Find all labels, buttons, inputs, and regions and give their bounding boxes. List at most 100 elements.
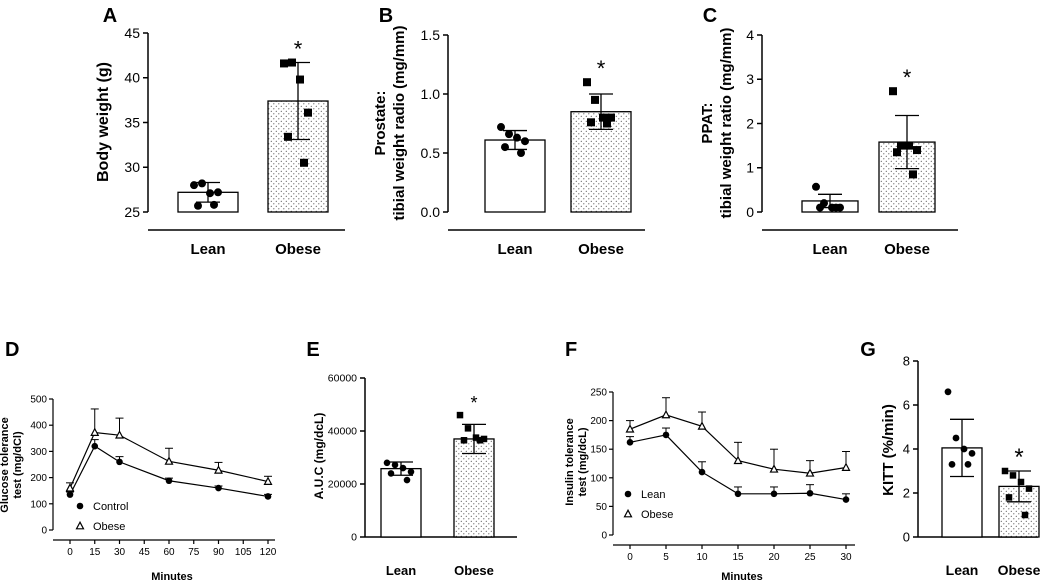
data-point [662, 431, 670, 439]
x-tick-label: Obese [998, 562, 1041, 578]
data-point-obese [296, 75, 304, 84]
series-obese: Obese [623, 397, 851, 521]
y-tick-label: 0 [746, 204, 754, 220]
y-tick-label: 6 [903, 398, 910, 413]
data-point-obese [476, 437, 484, 444]
legend-marker [623, 508, 633, 518]
x-tick-label: Lean [946, 562, 979, 578]
y-tick-label: 150 [590, 445, 607, 456]
x-tick-label: 75 [188, 547, 200, 558]
data-point [626, 439, 634, 446]
data-point-lean [407, 468, 415, 476]
panel-g: G 0 2 4 6 8 KITT (%/min) Lean Obese * [860, 339, 1040, 578]
x-axis-label: Minutes [721, 571, 763, 583]
x-tick-label: Obese [454, 563, 494, 578]
data-point-obese [607, 113, 615, 122]
data-point [805, 468, 815, 477]
data-point-obese [280, 59, 288, 68]
data-point-obese [587, 118, 595, 127]
data-point [115, 430, 124, 439]
x-tick-label: 15 [732, 552, 744, 563]
data-point [806, 489, 814, 497]
y-axis-label: PPAT: [699, 102, 716, 143]
data-point-obese [603, 119, 611, 128]
data-point-obese [909, 170, 917, 179]
legend-marker [624, 490, 632, 498]
data-point [66, 491, 74, 498]
data-point-lean [501, 143, 509, 152]
data-point-lean [505, 130, 513, 139]
panel-letter: B [379, 5, 393, 27]
data-point-obese [591, 95, 599, 104]
y-tick-label: 1.5 [421, 27, 441, 43]
bar-lean [380, 467, 422, 538]
data-point-lean [403, 476, 411, 484]
data-point [164, 456, 174, 465]
data-point-lean [521, 137, 529, 146]
series-line [69, 431, 269, 489]
x-tick-label: 20 [768, 552, 780, 563]
x-tick-label: 105 [235, 547, 252, 558]
y-axis-label: KITT (%/min) [880, 404, 897, 496]
data-point [116, 458, 123, 466]
legend-label: Control [93, 501, 128, 513]
data-point-lean [517, 149, 525, 157]
x-tick-label: 10 [696, 552, 708, 563]
series-control: Control [66, 439, 272, 513]
y-tick-label: 2 [746, 115, 754, 131]
x-tick-label: 60 [163, 547, 175, 558]
data-point [697, 421, 707, 430]
data-point-obese [460, 437, 468, 444]
y-tick-label: 200 [590, 416, 607, 427]
panel-e: E 0 20000 40000 60000 A.U.C (mg/dcL) Lean Obese… [306, 339, 517, 578]
significance-marker: * [597, 56, 606, 81]
y-tick-label: 0 [601, 531, 607, 542]
y-axis-label-2: tibial weight radio (mg/mm) [391, 25, 408, 220]
data-point-lean [391, 461, 399, 469]
data-point [90, 427, 100, 436]
y-tick-label: 4 [903, 442, 910, 457]
data-point-lean [383, 459, 391, 467]
y-axis-label: Body weight (g) [95, 62, 112, 182]
data-point-lean [968, 450, 976, 457]
data-point-obese [1025, 485, 1033, 492]
x-tick-label: 30 [840, 552, 852, 563]
data-point [65, 483, 75, 492]
data-point-lean [497, 123, 505, 132]
panel-letter: F [565, 339, 577, 361]
x-tick-label: 0 [627, 552, 633, 563]
y-tick-label: 3 [746, 71, 754, 87]
panel-letter: C [703, 5, 717, 27]
data-point [770, 490, 778, 498]
series-line [69, 445, 269, 498]
bar-obese [453, 438, 495, 538]
panel-letter: E [306, 339, 319, 361]
panel-b: B 0.0 0.5 1.0 1.5 Prostate: tibial weight radi… [372, 5, 645, 258]
data-point-lean [214, 188, 222, 197]
y-tick-label: 60000 [328, 373, 357, 385]
significance-marker: * [470, 393, 477, 413]
data-point-obese [1001, 467, 1009, 475]
x-tick-label: 15 [89, 547, 101, 558]
panel-a: A 25 30 35 40 45 Body weight (g) Lean Obese * [95, 5, 345, 258]
panel-c: C 0 1 2 3 4 PPAT: tibial weight ratio (mg/mm) Le… [699, 5, 958, 258]
y-axis-label-2: test (mg/dCl) [12, 431, 24, 499]
y-tick-label: 500 [30, 395, 47, 406]
data-point-lean [964, 461, 972, 468]
data-point [263, 476, 273, 485]
data-point [91, 442, 99, 450]
data-point [698, 468, 706, 476]
data-point-lean [960, 445, 968, 453]
data-point-lean [387, 470, 395, 477]
x-tick-label: Lean [497, 241, 532, 258]
y-tick-label: 1 [746, 160, 754, 176]
data-point-obese [464, 425, 472, 432]
data-point-obese [599, 113, 607, 122]
x-tick-label: 90 [213, 547, 225, 558]
data-point-obese [1009, 472, 1017, 479]
y-tick-label: 45 [124, 25, 140, 41]
data-point-obese [583, 78, 591, 87]
data-point-obese [288, 58, 296, 67]
data-point-obese [300, 158, 308, 167]
y-tick-label: 50 [596, 502, 608, 513]
